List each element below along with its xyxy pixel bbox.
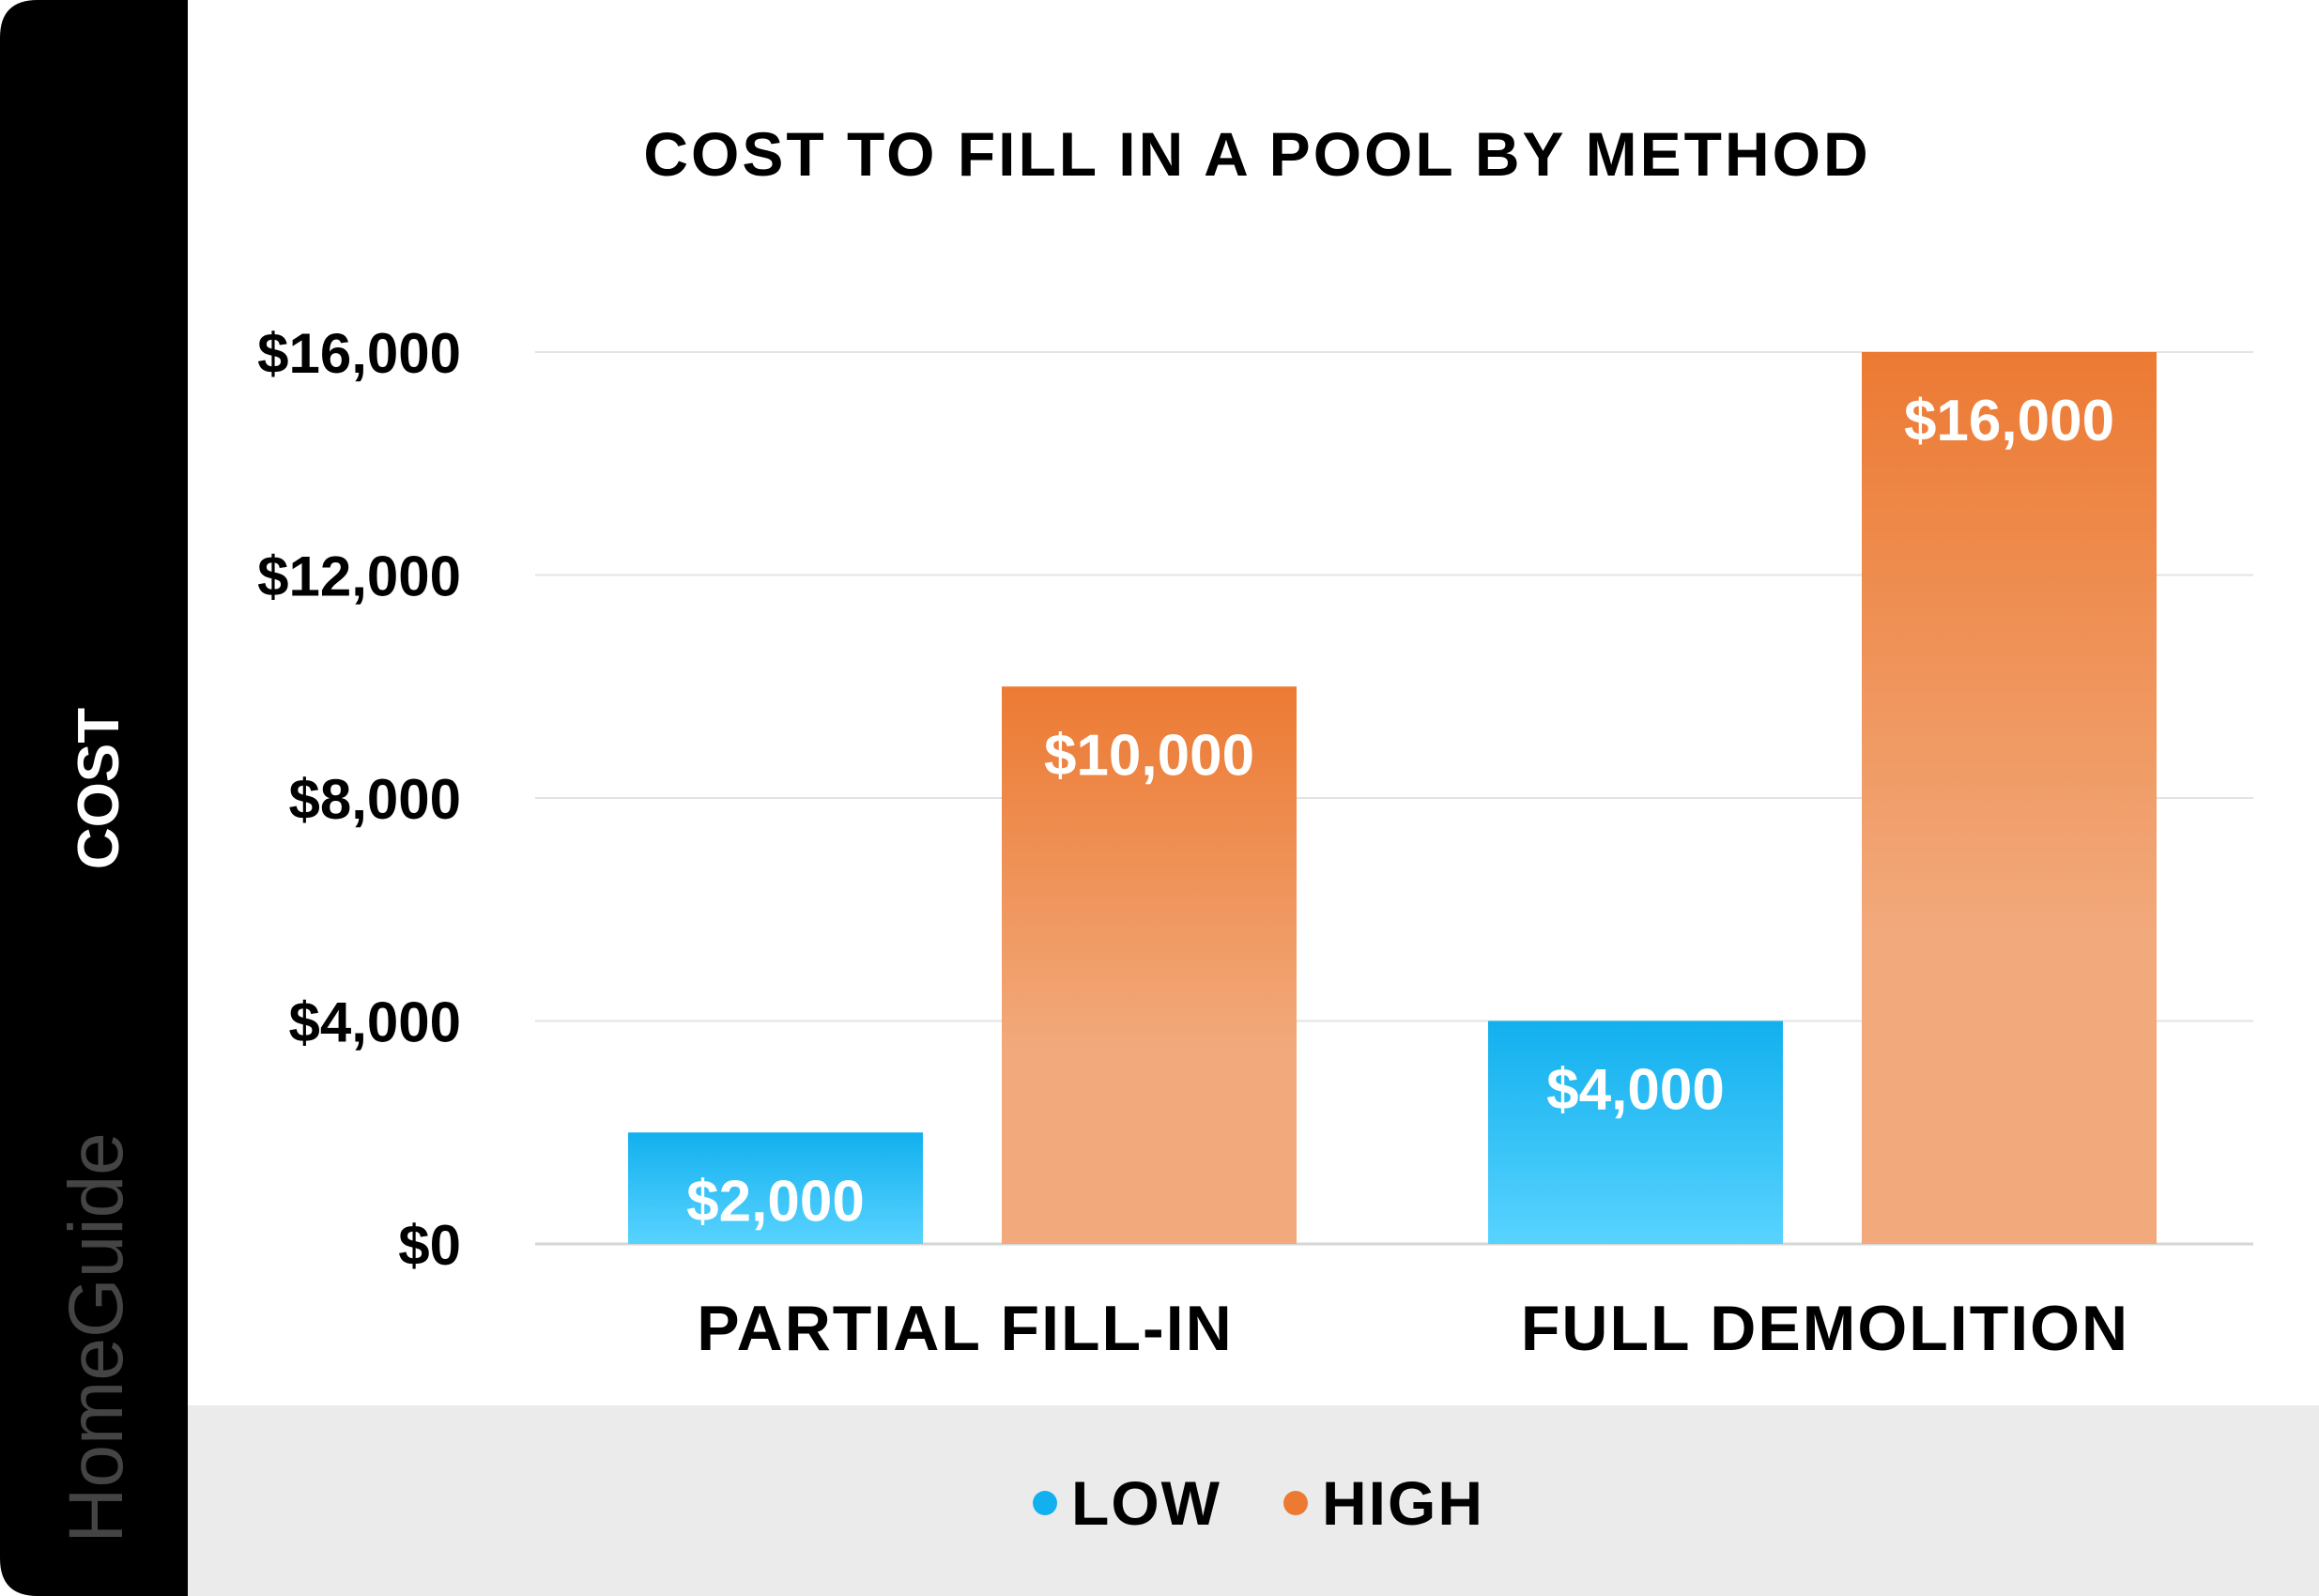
data-label: $2,000: [686, 1169, 865, 1234]
legend-label: HIGH: [1322, 1468, 1484, 1538]
data-label: $10,000: [1044, 723, 1254, 788]
legend-footer: [178, 1405, 2319, 1596]
chart-title: COST TO FILL IN A POOL BY METHOD: [643, 119, 1870, 189]
data-label: $4,000: [1546, 1058, 1725, 1123]
y-tick-label: $16,000: [257, 322, 461, 385]
category-label: PARTIAL FILL-IN: [697, 1293, 1233, 1364]
legend-label: LOW: [1071, 1468, 1221, 1538]
y-tick-label: $0: [398, 1214, 461, 1277]
sidebar: [0, 0, 188, 1596]
homeguide-logo: HomeGuide: [54, 1132, 139, 1543]
y-axis-label: COST: [67, 708, 131, 869]
legend-dot-high: [1283, 1491, 1308, 1515]
y-tick-label: $4,000: [288, 991, 461, 1054]
y-tick-label: $12,000: [257, 545, 461, 608]
bar-high: [1862, 352, 2157, 1244]
legend-dot-low: [1033, 1491, 1057, 1515]
bar-low: [1488, 1021, 1783, 1244]
y-tick-label: $8,000: [288, 768, 461, 831]
bar-low: [628, 1132, 923, 1244]
data-label: $16,000: [1904, 389, 2114, 453]
category-label: FULL DEMOLITION: [1521, 1293, 2129, 1364]
bar-high: [1002, 686, 1297, 1244]
